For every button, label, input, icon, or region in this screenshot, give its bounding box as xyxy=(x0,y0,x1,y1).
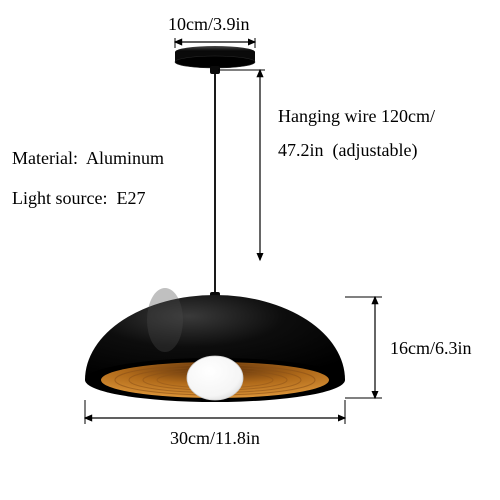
dim-shade-width xyxy=(85,400,345,424)
label-wire-line2: 47.2in (adjustable) xyxy=(278,140,417,161)
lamp-diagram xyxy=(0,0,500,500)
label-shade-height: 16cm/6.3in xyxy=(390,338,472,359)
label-wire-line1: Hanging wire 120cm/ xyxy=(278,106,435,127)
label-material: Material: Aluminum xyxy=(12,148,164,169)
label-top-width: 10cm/3.9in xyxy=(168,14,250,35)
dim-shade-height xyxy=(345,297,382,398)
light-bulb xyxy=(187,356,243,400)
label-shade-width: 30cm/11.8in xyxy=(170,428,260,449)
dim-wire-length xyxy=(218,70,265,260)
label-light-source: Light source: E27 xyxy=(12,188,145,209)
